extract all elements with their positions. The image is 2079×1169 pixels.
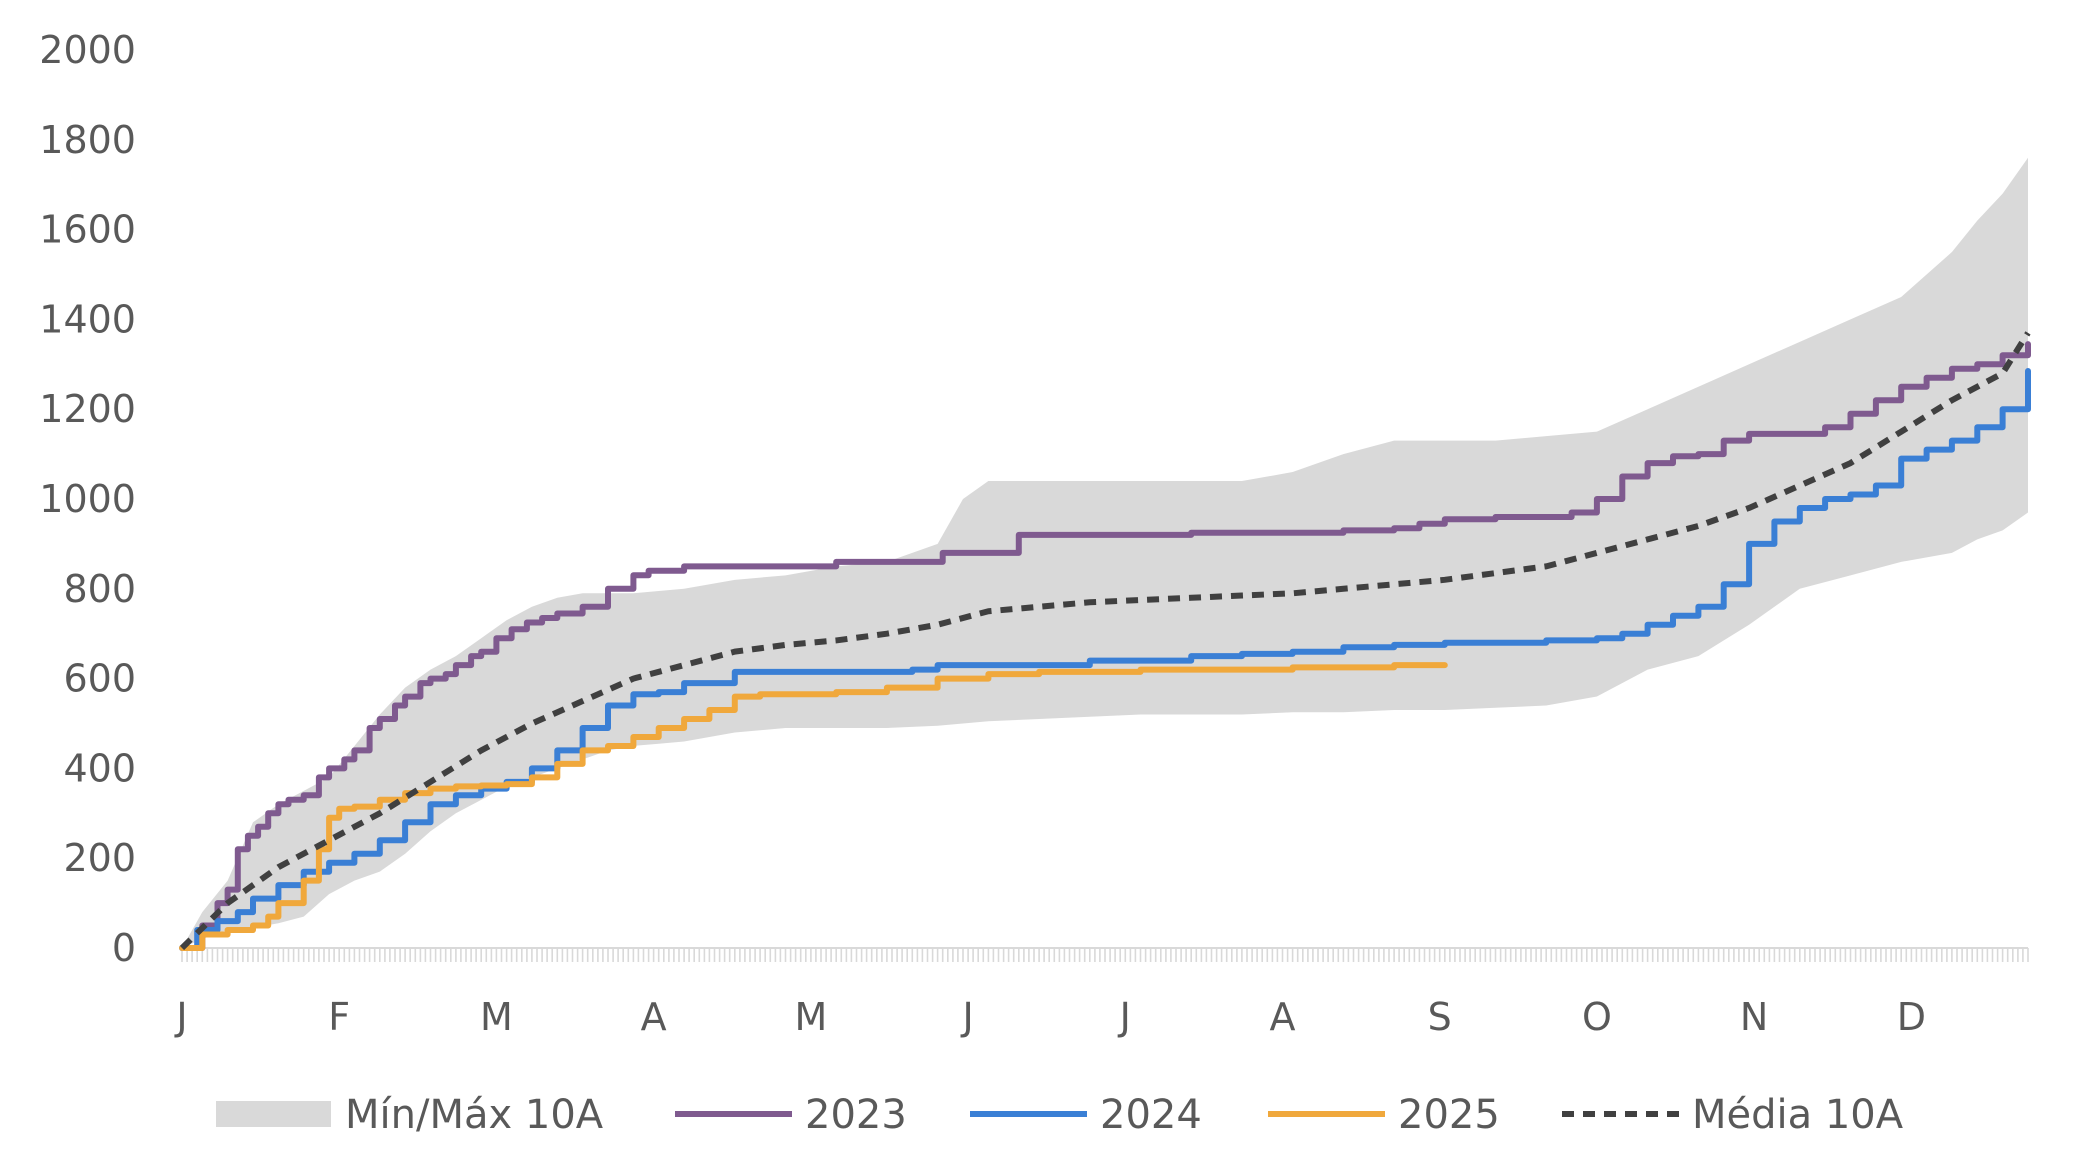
- y-axis-ticks: 0 200 400 600 800 1000 1200 1400 1600 1800 2000: [39, 28, 136, 970]
- x-tick-label: D: [1897, 995, 1926, 1039]
- y-tick-label: 200: [63, 836, 136, 880]
- series-line-1: [179, 368, 2031, 951]
- x-axis-minor-ticks: [181, 948, 2029, 962]
- legend-swatch-band: [216, 1101, 331, 1127]
- y-tick-label: 1400: [39, 297, 136, 341]
- x-tick-label: J: [960, 995, 973, 1039]
- x-tick-label: N: [1740, 995, 1768, 1039]
- legend: Mín/Máx 10A 2023 2024 2025 Média 10A: [216, 1092, 1904, 1138]
- legend-label-band: Mín/Máx 10A: [345, 1092, 604, 1138]
- legend-label-1: 2024: [1100, 1092, 1202, 1138]
- x-tick-label: A: [1270, 995, 1296, 1039]
- series-line-0: [179, 341, 2031, 951]
- min-max-band: [182, 157, 2028, 948]
- x-tick-label: O: [1582, 995, 1612, 1039]
- series-line-2: [179, 662, 1448, 951]
- y-tick-label: 1000: [39, 477, 136, 521]
- band-area: [182, 157, 2028, 948]
- series-line-3: [179, 331, 2031, 951]
- y-tick-label: 2000: [39, 28, 136, 72]
- y-tick-label: 600: [63, 657, 136, 701]
- x-tick-label: M: [480, 995, 513, 1039]
- x-tick-label: M: [794, 995, 827, 1039]
- x-tick-label: F: [328, 995, 350, 1039]
- x-tick-label: J: [174, 995, 187, 1039]
- y-tick-label: 800: [63, 567, 136, 611]
- legend-label-2: 2025: [1398, 1092, 1500, 1138]
- x-tick-label: J: [1118, 995, 1131, 1039]
- x-axis: [181, 947, 2029, 962]
- y-tick-label: 400: [63, 746, 136, 790]
- x-tick-label: S: [1428, 995, 1452, 1039]
- legend-label-3: Média 10A: [1692, 1092, 1904, 1138]
- y-tick-label: 0: [112, 926, 136, 970]
- series-lines: [179, 331, 2031, 951]
- legend-label-0: 2023: [805, 1092, 907, 1138]
- y-tick-label: 1600: [39, 208, 136, 252]
- y-tick-label: 1200: [39, 387, 136, 431]
- y-tick-label: 1800: [39, 118, 136, 162]
- x-tick-label: A: [641, 995, 667, 1039]
